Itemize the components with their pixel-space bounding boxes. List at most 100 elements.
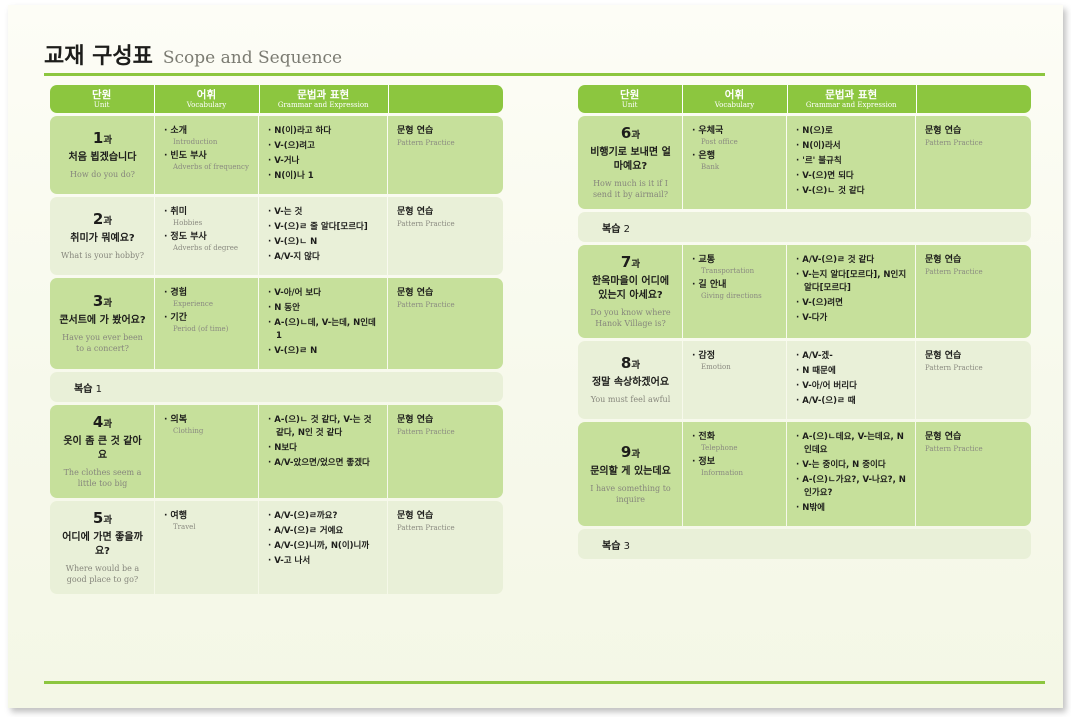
grammar-item: A-(으)ㄴ가요?, V-나요?, N인가요? — [796, 474, 907, 500]
vocabulary-term-en: Period (of time) — [173, 325, 229, 333]
practice-cell: 문형 연습 Pattern Practice — [916, 422, 1031, 526]
table-header-row: 단원 Unit 어휘 Vocabulary 문법과 표현 Grammar and Expr… — [50, 85, 503, 113]
table-row: 4과 옷이 좀 큰 것 같아요 The clothes seem a little … — [50, 405, 503, 498]
unit-title-ko: 취미가 뭐예요? — [70, 233, 135, 244]
practice-label-en: Pattern Practice — [925, 268, 983, 276]
page-title-english: Scope and Sequence — [162, 48, 343, 68]
page-title: 교재 구성표 Scope and Sequence — [44, 38, 342, 70]
vocabulary-term-ko: 감정 — [692, 350, 778, 362]
practice-label-ko: 문형 연습 — [925, 351, 962, 361]
grammar-cell: N(으)로 N(이)라서 '르' 불규칙 V-(으)면 되다 V-(으)ㄴ 것 같다 — [787, 116, 915, 209]
unit-cell: 7과 한옥마을이 어디에 있는지 아세요? Do you know where Ha… — [578, 245, 682, 338]
header-label-en: Vocabulary — [714, 100, 755, 109]
practice-cell: 문형 연습 Pattern Practice — [388, 501, 503, 594]
vocabulary-term-ko: 우체국 — [692, 125, 778, 137]
header-label-en: Unit — [621, 100, 638, 109]
table-row: 5과 어디에 가면 좋을까요? Where would be a good plac… — [50, 501, 503, 594]
grammar-item: V-거나 — [268, 155, 379, 168]
vocabulary-term-ko: 전화 — [692, 431, 778, 443]
grammar-item: N(이)라서 — [796, 140, 907, 153]
vocabulary-term-en: Giving directions — [701, 292, 762, 300]
vocabulary-term-ko: 빈도 부사 — [164, 150, 250, 162]
practice-label-ko: 문형 연습 — [397, 126, 434, 136]
header-label-ko: 어휘 — [196, 88, 217, 101]
practice-label-en: Pattern Practice — [397, 428, 455, 436]
practice-label-en: Pattern Practice — [397, 301, 455, 309]
unit-title-en: How much is it if I send it by airmail? — [592, 179, 669, 199]
practice-cell: 문형 연습 Pattern Practice — [388, 116, 503, 194]
grammar-item: A/V-지 않다 — [268, 251, 379, 264]
unit-cell: 5과 어디에 가면 좋을까요? Where would be a good plac… — [50, 501, 154, 594]
unit-title-ko: 한옥마을이 어디에 있는지 아세요? — [591, 276, 670, 301]
unit-number: 6과 — [620, 124, 641, 142]
grammar-item: V-아/어 버리다 — [796, 380, 907, 393]
table-row: 7과 한옥마을이 어디에 있는지 아세요? Do you know where Ha… — [578, 245, 1031, 338]
practice-cell: 문형 연습 Pattern Practice — [388, 405, 503, 498]
grammar-item: N(이)라고 하다 — [268, 125, 379, 138]
header-col-practice — [387, 85, 503, 113]
table-header-row: 단원 Unit 어휘 Vocabulary 문법과 표현 Grammar and Expr… — [578, 85, 1031, 113]
grammar-item: V-고 나서 — [268, 555, 379, 568]
vocabulary-term-ko: 정도 부사 — [164, 231, 250, 243]
header-col-grammar: 문법과 표현 Grammar and Expression — [258, 85, 387, 113]
unit-cell: 1과 처음 뵙겠습니다 How do you do? — [50, 116, 154, 194]
grammar-item: N 때문에 — [796, 365, 907, 378]
vocabulary-term-en: Experience — [173, 300, 213, 308]
unit-number: 8과 — [620, 354, 641, 372]
grammar-item: V-(으)ㄴ N — [268, 236, 379, 249]
unit-title-ko: 비행기로 보내면 얼마예요? — [590, 147, 671, 172]
grammar-item: N 동안 — [268, 302, 379, 315]
grammar-item: N보다 — [268, 442, 379, 455]
unit-title-en: I have something to inquire — [590, 483, 671, 504]
grammar-item: A/V-(으)ㄹ 것 같다 — [796, 254, 907, 267]
header-label-en: Grammar and Expression — [277, 100, 369, 109]
vocabulary-term-en: Telephone — [701, 444, 738, 452]
vocabulary-term-en: Introduction — [173, 138, 218, 146]
vocabulary-term-ko: 소개 — [164, 125, 250, 137]
unit-number: 1과 — [92, 129, 113, 147]
unit-number: 9과 — [620, 442, 641, 461]
vocabulary-term-en: Clothing — [173, 427, 204, 435]
scope-table-right: 단원 Unit 어휘 Vocabulary 문법과 표현 Grammar and Expr… — [578, 85, 1031, 562]
unit-cell: 3과 콘서트에 가 봤어요? Have you ever been to a con… — [50, 278, 154, 369]
grammar-item: A/V-(으)니까, N(이)니까 — [268, 540, 379, 553]
vocabulary-term-ko: 교통 — [692, 254, 778, 266]
header-col-vocabulary: 어휘 Vocabulary — [682, 85, 785, 113]
grammar-item: V-아/어 보다 — [268, 287, 379, 300]
unit-title-en: Where would be a good place to go? — [65, 564, 140, 584]
header-label-en: Unit — [93, 100, 110, 109]
grammar-cell: A/V-(으)ㄹ 것 같다 V-는지 알다[모르다], N인지 알다[모르다] V-… — [787, 245, 915, 338]
header-col-unit: 단원 Unit — [578, 85, 681, 113]
scope-table-left: 단원 Unit 어휘 Vocabulary 문법과 표현 Grammar and Expr… — [50, 85, 503, 597]
unit-title-ko: 처음 뵙겠습니다 — [68, 152, 137, 163]
unit-title-en: Have you ever been to a concert? — [62, 333, 143, 353]
grammar-cell: A-(으)ㄴ 것 같다, V-는 것 같다, N인 것 같다 N보다 A/V-았으면… — [259, 405, 387, 498]
title-divider-rule — [44, 73, 1045, 76]
header-label-ko: 단원 — [91, 88, 112, 101]
vocabulary-term-en: Transportation — [701, 267, 755, 275]
unit-cell: 4과 옷이 좀 큰 것 같아요 The clothes seem a little … — [50, 405, 154, 498]
vocabulary-term-ko: 정보 — [692, 456, 778, 468]
grammar-item: V-는 중이다, N 중이다 — [796, 459, 907, 472]
grammar-item: V-(으)ㄹ N — [268, 345, 379, 358]
vocabulary-term-en: Post office — [701, 138, 738, 146]
review-row: 복습 1 — [50, 372, 503, 402]
vocabulary-term-en: Information — [701, 469, 744, 477]
